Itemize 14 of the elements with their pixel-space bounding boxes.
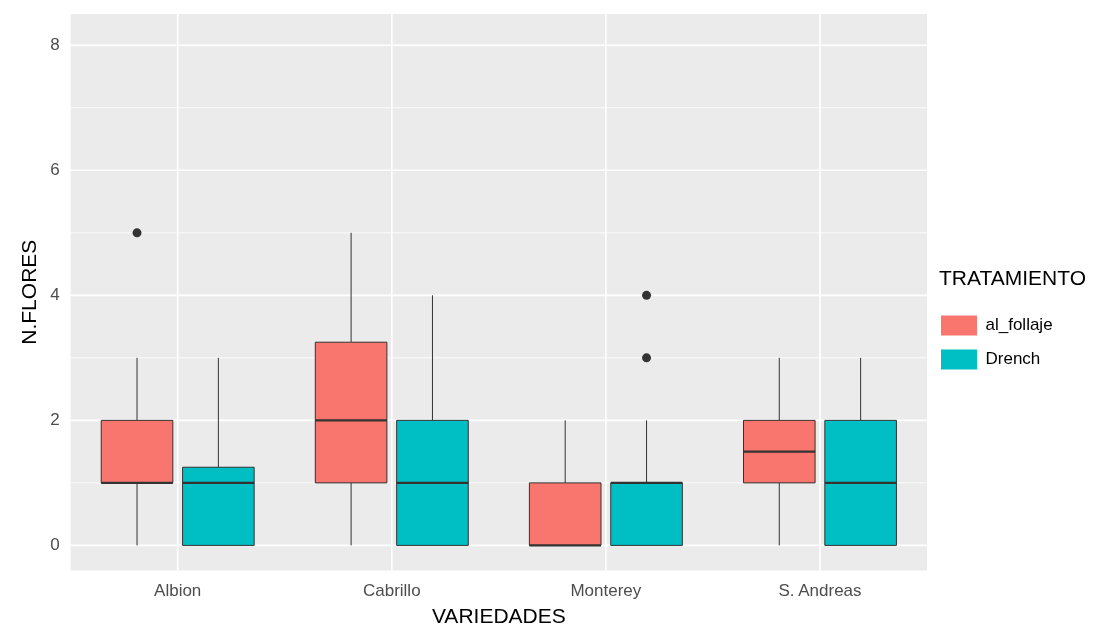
x-axis-title: VARIEDADES: [431, 604, 566, 628]
legend-title: TRATAMIENTO: [939, 265, 1086, 289]
y-axis-title: N.FLORES: [17, 239, 41, 345]
y-tick-label: 4: [50, 285, 60, 305]
y-tick-label: 6: [50, 159, 60, 179]
legend-label: Drench: [985, 349, 1041, 369]
legend-label: al_follaje: [985, 315, 1053, 335]
x-tick-label: Cabrillo: [362, 581, 421, 601]
x-tick-label: Albion: [154, 581, 202, 601]
y-tick-label: 2: [50, 410, 60, 430]
y-tick-label: 0: [50, 535, 60, 555]
x-tick-label: Monterey: [570, 581, 642, 601]
x-tick-label: S. Andreas: [778, 581, 862, 601]
y-tick-label: 8: [50, 34, 60, 54]
